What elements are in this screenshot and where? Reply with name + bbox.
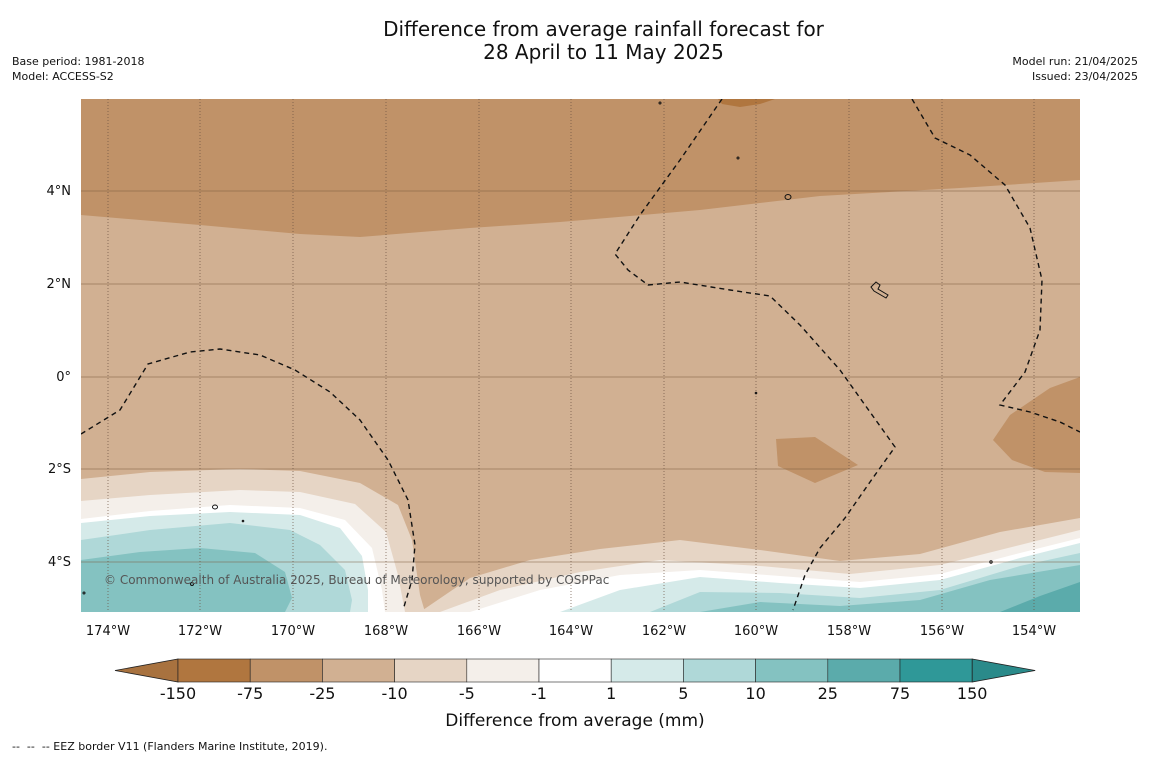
colorbar-swatch: [610, 658, 684, 683]
meta-left: Base period: 1981-2018 Model: ACCESS-S2: [12, 54, 144, 84]
colorbar-swatch: [394, 658, 468, 683]
eez-legend-note: -- -- -- EEZ border V11 (Flanders Marine…: [12, 740, 328, 753]
island: [784, 194, 792, 200]
island: [241, 519, 245, 523]
meta-right: Model run: 21/04/2025 Issued: 23/04/2025: [1012, 54, 1138, 84]
island: [989, 560, 993, 564]
model-run: Model run: 21/04/2025: [1012, 55, 1138, 68]
colorbar-tick-label: -25: [309, 684, 335, 703]
longitude-labels: 174°W 172°W 170°W 168°W 166°W 164°W 162°…: [86, 624, 1056, 639]
colorbar-extend-low: [114, 658, 179, 683]
island: [212, 504, 218, 510]
colorbar-tick-label: 150: [957, 684, 988, 703]
colorbar-tick-label: 10: [745, 684, 765, 703]
island: [658, 101, 662, 105]
colorbar-tick-label: 75: [890, 684, 910, 703]
lat-label: 0°: [56, 370, 71, 385]
colorbar-swatch: [899, 658, 973, 683]
latitude-labels: 4°N 2°N 0° 2°S 4°S: [47, 184, 72, 570]
lon-label: 172°W: [178, 624, 222, 639]
eez-border-east: [911, 99, 1080, 433]
lon-label: 162°W: [642, 624, 686, 639]
chart-title: Difference from average rainfall forecas…: [0, 18, 1150, 64]
lon-label: 158°W: [827, 624, 871, 639]
colorbar-swatch: [322, 658, 395, 683]
eez-borders: [81, 99, 1080, 611]
lat-label: 4°N: [47, 184, 72, 199]
latitude-lines: [81, 190, 1080, 563]
lat-label: 2°N: [47, 277, 72, 292]
issued-date: Issued: 23/04/2025: [1031, 70, 1138, 83]
colorbar-swatches: [114, 658, 1036, 683]
lat-label: 4°S: [48, 555, 71, 570]
colorbar-swatch: [177, 658, 251, 683]
band-plus25-75: [1000, 582, 1080, 612]
islands: [82, 101, 993, 595]
colorbar-tick-label: -150: [160, 684, 196, 703]
island: [190, 582, 194, 586]
copyright-notice: © Commonwealth of Australia 2025, Bureau…: [104, 573, 609, 587]
island: [736, 156, 740, 160]
lon-label: 174°W: [86, 624, 130, 639]
colorbar-tick-label: -10: [382, 684, 408, 703]
band-minus25-75-patch-east: [993, 377, 1080, 473]
colorbar-extend-high: [971, 658, 1036, 683]
band-minus75-top: [718, 99, 775, 107]
colorbar-swatch: [755, 658, 829, 683]
lon-label: 156°W: [920, 624, 964, 639]
base-period: Base period: 1981-2018: [12, 55, 145, 68]
colorbar-swatch: [827, 658, 901, 683]
band-minus25-75-north: [81, 99, 1080, 237]
eez-border-north: [614, 99, 896, 611]
band-plus10-25: [81, 548, 1080, 612]
title-line-1: Difference from average rainfall forecas…: [383, 17, 824, 41]
lon-label: 170°W: [271, 624, 315, 639]
lon-label: 160°W: [734, 624, 778, 639]
colorbar: -150 -75 -25 -10 -5 -1 1 5 10 25 75 150 Difference …: [114, 658, 1036, 731]
colorbar-tick-label: -75: [237, 684, 263, 703]
colorbar-swatch: [249, 658, 323, 683]
colorbar-swatch: [466, 658, 540, 683]
colorbar-tick-label: 5: [678, 684, 688, 703]
model-name: Model: ACCESS-S2: [12, 70, 114, 83]
colorbar-ticks: -150 -75 -25 -10 -5 -1 1 5 10 25 75 150: [160, 684, 988, 703]
colorbar-swatch: [538, 658, 612, 683]
colorbar-tick-label: 1: [606, 684, 616, 703]
colorbar-tick-label: -1: [531, 684, 547, 703]
colorbar-tick-label: -5: [459, 684, 475, 703]
island: [870, 281, 889, 299]
lon-label: 168°W: [364, 624, 408, 639]
colorbar-title: Difference from average (mm): [445, 711, 704, 731]
band-plus5-10: [81, 523, 1080, 612]
map-area: © Commonwealth of Australia 2025, Bureau…: [81, 99, 1080, 612]
eez-border-west: [81, 348, 416, 611]
lon-label: 166°W: [457, 624, 501, 639]
title-line-2: 28 April to 11 May 2025: [483, 40, 724, 64]
lon-label: 154°W: [1012, 624, 1056, 639]
island: [82, 591, 86, 595]
colorbar-tick-label: 25: [818, 684, 838, 703]
band-minus25-75-patch-center: [776, 437, 858, 483]
island: [754, 391, 758, 395]
colorbar-swatch: [683, 658, 756, 683]
lat-label: 2°S: [48, 462, 71, 477]
lon-label: 164°W: [549, 624, 593, 639]
